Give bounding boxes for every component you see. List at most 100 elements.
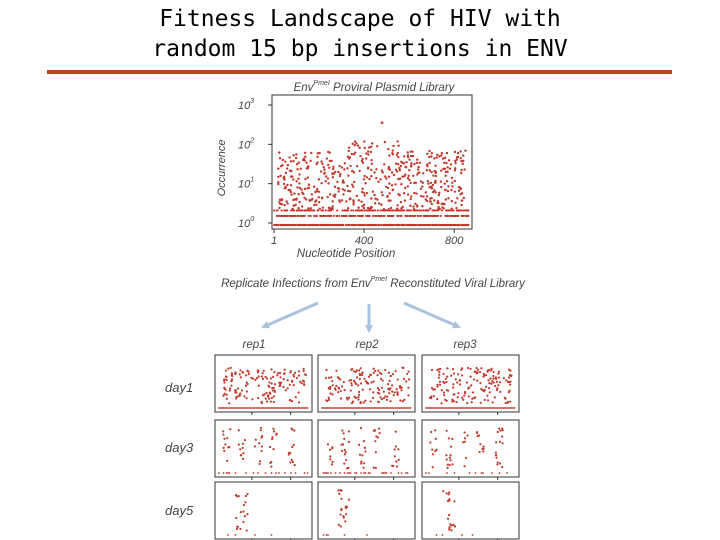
main-data-point	[409, 150, 412, 153]
replicate-data-point	[331, 393, 334, 396]
main-data-point	[307, 214, 310, 218]
replicate-data-point	[501, 435, 504, 438]
replicate-data-point	[506, 401, 509, 404]
replicate-data-point	[364, 450, 367, 453]
main-data-point	[400, 207, 403, 210]
replicate-data-point	[453, 500, 456, 503]
main-data-point	[321, 209, 325, 212]
replicate-data-point	[478, 370, 482, 374]
replicate-data-point	[260, 400, 263, 403]
replicate-data-point	[275, 407, 277, 409]
replicate-data-point	[273, 370, 276, 374]
replicate-data-point	[436, 397, 439, 401]
main-data-point	[340, 166, 344, 169]
replicate-data-point	[448, 525, 451, 529]
main-data-point	[430, 152, 434, 155]
replicate-data-point	[337, 489, 340, 492]
main-data-point	[303, 187, 307, 191]
main-data-point	[315, 214, 318, 218]
main-data-point	[327, 163, 330, 167]
replicate-data-point	[466, 434, 469, 437]
main-data-point	[460, 209, 463, 212]
main-data-point	[401, 175, 404, 178]
replicate-data-point	[303, 407, 306, 409]
main-data-point	[323, 168, 326, 171]
main-data-point	[331, 167, 335, 171]
replicate-data-point	[452, 372, 456, 375]
main-data-point	[433, 189, 436, 192]
replicate-data-point	[396, 407, 398, 409]
main-data-point	[410, 162, 413, 165]
main-title-prefix: Env	[294, 82, 315, 94]
main-data-point	[373, 193, 376, 197]
main-data-point	[330, 159, 333, 163]
replicate-data-point	[402, 407, 404, 409]
main-data-point	[320, 197, 324, 200]
replicate-data-point	[382, 472, 385, 474]
main-data-point	[427, 182, 430, 185]
replicate-data-point	[297, 370, 301, 373]
replicate-data-point	[289, 461, 292, 464]
replicate-data-point	[461, 534, 463, 536]
replicate-panel-frame	[214, 481, 313, 540]
replicate-data-point	[438, 407, 441, 409]
replicate-data-point	[445, 429, 448, 432]
replicate-data-point	[240, 389, 244, 392]
replicate-column-label: rep2	[355, 339, 379, 351]
replicate-data-point	[369, 373, 372, 376]
replicate-data-point	[357, 398, 360, 401]
replicate-data-point	[377, 369, 380, 372]
main-data-point	[434, 209, 438, 212]
main-data-point	[457, 185, 461, 189]
replicate-data-point	[491, 472, 493, 474]
replicate-data-point	[287, 453, 290, 456]
replicate-data-point	[349, 472, 352, 474]
replicate-data-point	[366, 534, 368, 536]
main-data-point	[370, 142, 374, 145]
main-data-point	[289, 160, 293, 163]
main-data-point	[375, 168, 378, 171]
main-data-point	[353, 140, 357, 143]
replicate-data-point	[248, 407, 250, 409]
replicate-data-point	[382, 397, 386, 400]
main-data-point	[375, 214, 378, 218]
main-data-point	[397, 155, 400, 159]
main-data-point	[320, 160, 323, 163]
replicate-data-point	[501, 427, 504, 430]
main-data-point	[446, 166, 449, 169]
replicate-data-point	[492, 381, 495, 384]
main-data-point	[326, 177, 330, 180]
main-data-point	[414, 202, 417, 206]
replicate-data-point	[403, 407, 406, 409]
main-data-point	[284, 171, 288, 175]
main-data-point	[467, 214, 470, 218]
replicate-data-point	[348, 379, 351, 382]
replicate-data-point	[334, 407, 337, 409]
replicate-data-point	[291, 445, 294, 449]
replicate-data-point	[343, 407, 346, 409]
replicate-data-point	[463, 437, 467, 440]
replicate-data-point	[293, 371, 297, 374]
replicate-data-point	[269, 400, 272, 403]
main-data-point	[323, 171, 326, 174]
replicate-data-point	[475, 372, 478, 375]
replicate-data-point	[453, 393, 456, 396]
main-data-point	[292, 154, 295, 157]
replicate-data-point	[258, 442, 261, 445]
replicate-data-point	[359, 427, 363, 430]
replicate-data-point	[431, 466, 434, 469]
main-data-point	[392, 223, 396, 227]
replicate-data-point	[485, 407, 487, 409]
main-data-point	[300, 205, 304, 208]
main-data-point	[411, 150, 414, 153]
replicate-data-point	[497, 407, 499, 409]
replicate-data-point	[452, 407, 454, 409]
main-data-point	[349, 164, 352, 168]
replicate-data-point	[429, 441, 432, 444]
replicate-data-point	[346, 407, 349, 409]
main-data-point	[439, 214, 442, 218]
main-data-point	[451, 181, 454, 184]
replicate-data-point	[327, 472, 329, 474]
main-data-point	[286, 214, 289, 218]
main-data-point	[415, 192, 418, 195]
